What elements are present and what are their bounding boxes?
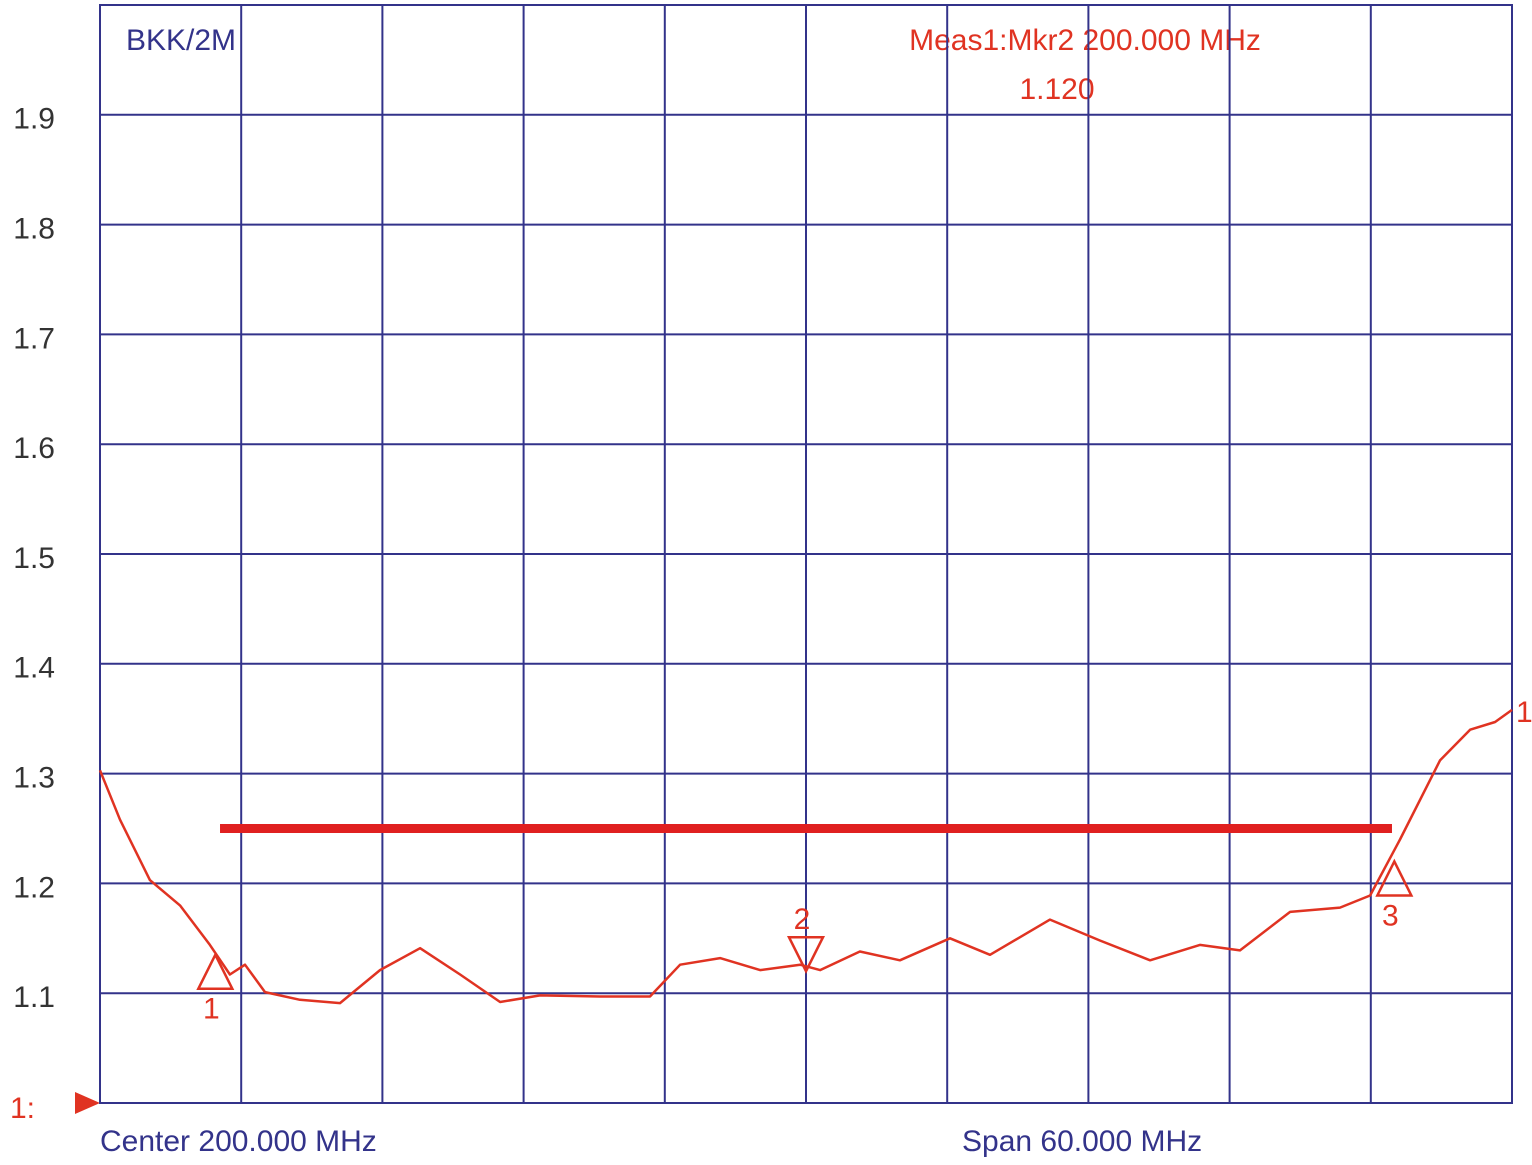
chart-title: BKK/2M [126, 24, 236, 57]
y-tick-label: 1.2 [13, 871, 55, 904]
marker-label: 3 [1382, 899, 1399, 932]
trace [98, 708, 1513, 1005]
x-start-label: Center 200.000 MHz [100, 1125, 377, 1158]
y-tick-label: 1.3 [13, 762, 55, 795]
y-tick-label: 1.7 [13, 322, 55, 355]
reference-label: 1: [10, 1092, 35, 1125]
marker-readout: Meas1:Mkr2 200.000 MHz [909, 24, 1261, 57]
marker [196, 951, 235, 991]
marker [786, 935, 826, 975]
y-tick-label: 1.4 [13, 652, 55, 685]
marker [1375, 858, 1414, 897]
y-tick-label: 1.9 [13, 103, 55, 136]
marker-label: 2 [794, 903, 811, 936]
marker-value: 1.120 [1019, 73, 1094, 106]
trace-label: 1 [1516, 696, 1532, 729]
y-tick-label: 1.5 [13, 542, 55, 575]
reference-arrow [75, 1092, 100, 1114]
marker-label: 1 [203, 993, 220, 1026]
x-end-label: Span 60.000 MHz [962, 1125, 1202, 1158]
y-tick-label: 1.1 [13, 981, 55, 1014]
y-tick-label: 1.6 [13, 432, 55, 465]
y-tick-label: 1.8 [13, 213, 55, 246]
